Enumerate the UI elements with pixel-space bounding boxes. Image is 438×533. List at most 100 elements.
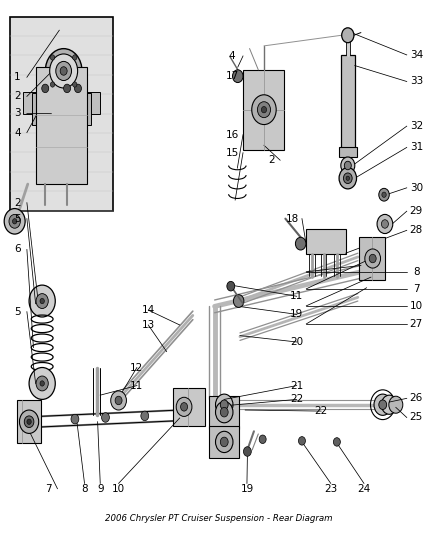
Circle shape — [64, 84, 71, 93]
Circle shape — [49, 54, 78, 88]
Text: 26: 26 — [410, 393, 423, 403]
Text: 31: 31 — [410, 142, 423, 152]
Text: 16: 16 — [226, 130, 239, 140]
Bar — [306, 229, 346, 254]
Text: 8: 8 — [81, 484, 88, 494]
Text: 23: 23 — [324, 484, 337, 494]
Text: 10: 10 — [112, 484, 125, 494]
Text: 8: 8 — [413, 267, 420, 277]
Text: 11: 11 — [290, 291, 304, 301]
Circle shape — [379, 400, 387, 409]
Text: 10: 10 — [410, 301, 423, 311]
Circle shape — [374, 394, 392, 415]
Bar — [11, 17, 113, 211]
Text: 5: 5 — [14, 306, 21, 317]
Bar — [173, 387, 205, 426]
Circle shape — [60, 67, 67, 75]
Text: 2: 2 — [14, 198, 21, 208]
Circle shape — [382, 192, 386, 197]
Text: 24: 24 — [357, 484, 371, 494]
Circle shape — [215, 394, 233, 415]
Circle shape — [9, 214, 20, 228]
Circle shape — [227, 281, 235, 291]
Text: 28: 28 — [410, 225, 423, 236]
Circle shape — [50, 55, 55, 60]
Circle shape — [381, 220, 389, 228]
Circle shape — [24, 416, 34, 427]
Circle shape — [233, 70, 243, 83]
Text: 14: 14 — [141, 305, 155, 315]
Circle shape — [50, 82, 55, 87]
Bar — [243, 70, 285, 150]
Text: 9: 9 — [97, 484, 103, 494]
Text: 20: 20 — [290, 337, 303, 347]
Circle shape — [141, 411, 149, 421]
Circle shape — [220, 400, 228, 409]
Circle shape — [344, 161, 351, 169]
Circle shape — [244, 447, 251, 456]
Circle shape — [115, 396, 122, 405]
Bar — [36, 67, 87, 184]
Text: 12: 12 — [130, 362, 144, 373]
Text: 2006 Chrysler PT Cruiser Suspension - Rear Diagram: 2006 Chrysler PT Cruiser Suspension - Re… — [105, 514, 333, 523]
Circle shape — [259, 435, 266, 443]
Circle shape — [40, 298, 44, 304]
Circle shape — [333, 438, 340, 446]
Text: 5: 5 — [14, 214, 21, 224]
Circle shape — [252, 95, 276, 125]
Circle shape — [12, 219, 17, 224]
Circle shape — [339, 167, 357, 189]
Circle shape — [74, 84, 81, 93]
Text: 21: 21 — [290, 381, 304, 391]
Circle shape — [215, 431, 233, 453]
Text: 13: 13 — [141, 320, 155, 330]
Circle shape — [261, 107, 267, 113]
Text: 3: 3 — [14, 108, 21, 118]
Text: 30: 30 — [410, 183, 423, 193]
Text: 18: 18 — [286, 214, 299, 224]
Circle shape — [176, 397, 192, 416]
Bar — [209, 395, 239, 429]
Circle shape — [379, 188, 389, 201]
Circle shape — [73, 82, 77, 87]
Bar — [17, 400, 41, 443]
Text: 11: 11 — [130, 381, 144, 391]
Text: 27: 27 — [410, 319, 423, 329]
Text: 15: 15 — [226, 148, 239, 158]
Circle shape — [36, 294, 48, 309]
Circle shape — [40, 381, 44, 386]
Text: 29: 29 — [410, 206, 423, 216]
Circle shape — [29, 368, 55, 399]
Circle shape — [36, 376, 48, 391]
Circle shape — [220, 437, 228, 447]
Text: 4: 4 — [14, 127, 21, 138]
Text: 2: 2 — [14, 91, 21, 101]
Circle shape — [369, 254, 376, 263]
Circle shape — [102, 413, 110, 422]
Circle shape — [73, 55, 77, 60]
Circle shape — [298, 437, 305, 445]
Circle shape — [342, 28, 354, 43]
Circle shape — [45, 49, 82, 93]
Circle shape — [42, 84, 49, 93]
Circle shape — [233, 295, 244, 308]
Circle shape — [29, 285, 55, 317]
Text: 22: 22 — [314, 406, 328, 416]
Circle shape — [341, 157, 355, 174]
Circle shape — [4, 208, 25, 234]
Bar — [32, 93, 91, 125]
Text: 19: 19 — [240, 484, 254, 494]
Text: 2: 2 — [268, 155, 275, 165]
Circle shape — [381, 395, 397, 414]
Circle shape — [19, 410, 39, 433]
Bar — [339, 148, 357, 157]
Text: 7: 7 — [413, 284, 420, 294]
Circle shape — [56, 61, 71, 80]
Bar — [209, 426, 239, 458]
Circle shape — [27, 419, 31, 424]
Text: 17: 17 — [226, 71, 239, 81]
Circle shape — [295, 237, 306, 250]
Circle shape — [71, 414, 79, 424]
Text: 6: 6 — [14, 245, 21, 254]
Circle shape — [111, 391, 127, 410]
